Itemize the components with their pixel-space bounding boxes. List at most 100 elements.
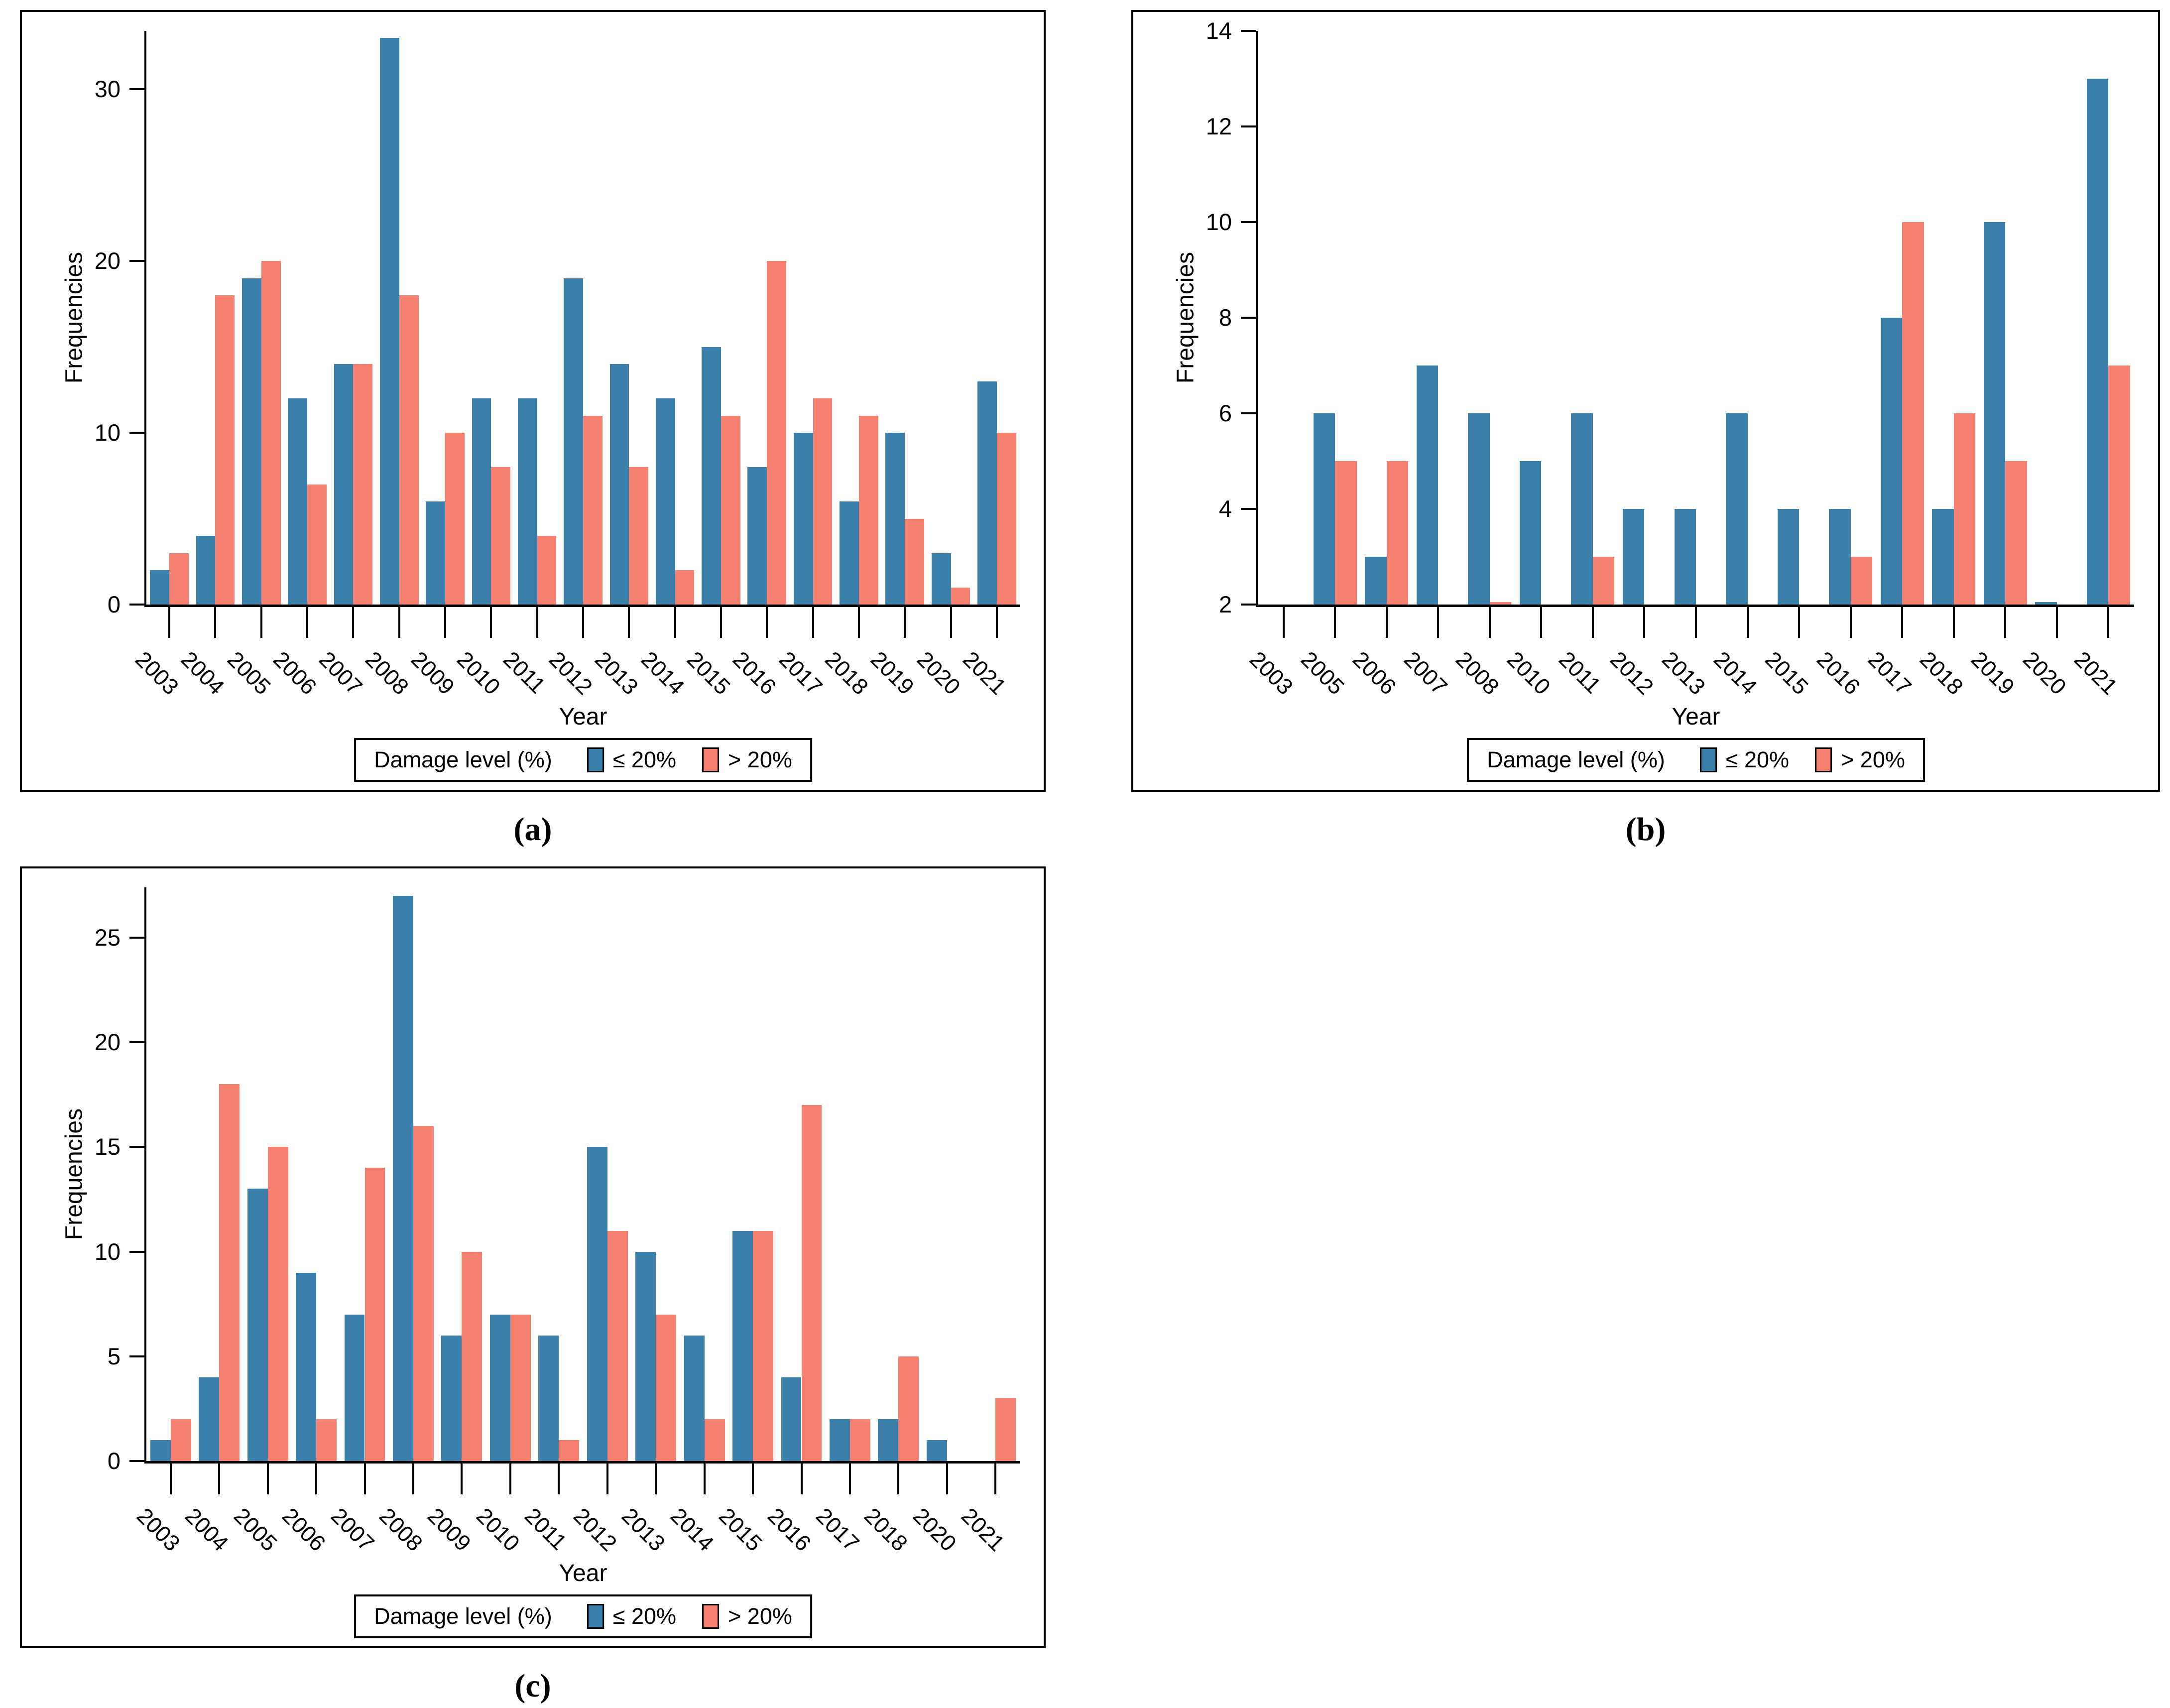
b-ytick-14 bbox=[1241, 30, 1256, 32]
a-ytick-label-10: 10 bbox=[94, 419, 121, 446]
b-bar-gt20-2018 bbox=[1953, 413, 1976, 605]
b-xlabel-2011: 2011 bbox=[1554, 646, 1606, 699]
a-xtick-2009 bbox=[444, 607, 447, 638]
c-bar-gt20-2006 bbox=[316, 1419, 337, 1461]
b-bar-le20-2010 bbox=[1519, 461, 1542, 605]
c-bar-le20-2004 bbox=[199, 1377, 220, 1461]
a-bar-gt20-2003 bbox=[169, 553, 189, 605]
c-ytick-label-10: 10 bbox=[94, 1238, 121, 1265]
c-xtick-2015 bbox=[752, 1464, 754, 1494]
b-bar-le20-2005 bbox=[1313, 413, 1335, 605]
b-bar-le20-2011 bbox=[1571, 413, 1593, 605]
b-xtick-2012 bbox=[1643, 607, 1646, 638]
b-legend-item-gt20: > 20% bbox=[1815, 747, 1905, 773]
b-xlabel-2005: 2005 bbox=[1296, 646, 1350, 700]
c-xlabel-2020: 2020 bbox=[908, 1503, 962, 1556]
c-ytick-label-20: 20 bbox=[94, 1029, 121, 1056]
c-bar-gt20-2008 bbox=[413, 1126, 434, 1461]
c-xlabel-2004: 2004 bbox=[180, 1503, 234, 1556]
a-bar-le20-2007 bbox=[334, 364, 354, 605]
a-bar-le20-2017 bbox=[793, 433, 813, 605]
b-legend-label-le20: ≤ 20% bbox=[1725, 747, 1790, 772]
b-xtick-2016 bbox=[1849, 607, 1852, 638]
b-xtick-2005 bbox=[1334, 607, 1336, 638]
a-xtick-2016 bbox=[766, 607, 768, 638]
c-ytick-label-25: 25 bbox=[94, 924, 121, 951]
b-xtick-2011 bbox=[1591, 607, 1594, 638]
c-ytick-20 bbox=[129, 1041, 144, 1044]
b-ytick-4 bbox=[1241, 508, 1256, 510]
c-xtick-2003 bbox=[169, 1464, 172, 1494]
c-xtick-2017 bbox=[848, 1464, 851, 1494]
a-bar-gt20-2013 bbox=[629, 467, 649, 605]
c-xlabel-title: Year bbox=[559, 1560, 607, 1586]
a-legend-title: Damage level (%) bbox=[374, 747, 552, 772]
a-bar-le20-2019 bbox=[885, 433, 905, 605]
a-xlabel-2014: 2014 bbox=[636, 646, 690, 700]
caption-b-text: (b) bbox=[1625, 811, 1666, 848]
c-bar-gt20-2007 bbox=[364, 1168, 385, 1461]
b-xtick-2019 bbox=[2004, 607, 2007, 638]
a-bar-gt20-2014 bbox=[675, 570, 695, 605]
c-ytick-0 bbox=[129, 1460, 144, 1462]
b-xtick-2018 bbox=[1952, 607, 1955, 638]
c-bar-le20-2017 bbox=[830, 1419, 850, 1461]
c-bar-le20-2013 bbox=[635, 1251, 656, 1461]
a-xtick-2018 bbox=[857, 607, 860, 638]
b-y-axis bbox=[1256, 31, 1258, 605]
a-xlabel-2018: 2018 bbox=[820, 646, 873, 700]
c-ytick-label-5: 5 bbox=[107, 1342, 121, 1369]
b-xlabel-2017: 2017 bbox=[1863, 646, 1917, 700]
b-bar-le20-2021 bbox=[2086, 79, 2109, 605]
a-xtick-2020 bbox=[950, 607, 952, 638]
a-xlabel-2005: 2005 bbox=[222, 646, 276, 700]
caption-c: (c) bbox=[20, 1667, 1046, 1705]
a-bar-le20-2009 bbox=[426, 501, 446, 605]
b-xtick-2010 bbox=[1540, 607, 1543, 638]
b-bar-gt20-2011 bbox=[1592, 557, 1615, 605]
a-bar-le20-2005 bbox=[242, 278, 261, 605]
a-xlabel-2010: 2010 bbox=[452, 646, 506, 700]
b-bar-le20-2016 bbox=[1829, 509, 1851, 605]
c-ytick-10 bbox=[129, 1250, 144, 1253]
b-ytick-label-2: 2 bbox=[1218, 591, 1232, 617]
b-xlabel-2020: 2020 bbox=[2018, 646, 2071, 700]
b-bar-gt20-2008 bbox=[1489, 602, 1512, 605]
a-bar-gt20-2008 bbox=[399, 295, 419, 605]
c-bar-gt20-2016 bbox=[801, 1105, 822, 1461]
c-xlabel-2005: 2005 bbox=[229, 1503, 282, 1556]
a-legend-label-gt20: > 20% bbox=[728, 747, 792, 772]
c-xlabel-2012: 2012 bbox=[568, 1503, 622, 1556]
b-xlabel-title: Year bbox=[1672, 704, 1720, 730]
b-x-axis bbox=[1256, 605, 2134, 607]
b-bar-le20-2020 bbox=[2035, 602, 2057, 605]
b-xlabel-2018: 2018 bbox=[1915, 646, 1968, 700]
a-bar-gt20-2021 bbox=[996, 433, 1016, 605]
b-xlabel-2014: 2014 bbox=[1708, 646, 1762, 700]
a-xtick-2019 bbox=[904, 607, 906, 638]
c-xlabel-2018: 2018 bbox=[859, 1503, 913, 1556]
a-bar-gt20-2009 bbox=[445, 433, 465, 605]
a-legend-box: Damage level (%) ≤ 20% > 20% bbox=[354, 738, 812, 782]
c-legend-swatch-gt20 bbox=[702, 1604, 720, 1629]
b-bar-gt20-2021 bbox=[2108, 366, 2130, 605]
b-bar-le20-2012 bbox=[1622, 509, 1645, 605]
a-legend-swatch-gt20 bbox=[702, 747, 720, 772]
c-ytick-15 bbox=[129, 1146, 144, 1148]
a-legend-item-le20: ≤ 20% bbox=[587, 747, 676, 773]
b-ytick-12 bbox=[1241, 125, 1256, 127]
c-xtick-2013 bbox=[655, 1464, 657, 1494]
c-xlabel-2011: 2011 bbox=[520, 1503, 572, 1555]
c-bar-le20-2005 bbox=[247, 1189, 268, 1461]
c-bar-gt20-2021 bbox=[995, 1398, 1016, 1461]
c-bar-le20-2018 bbox=[878, 1419, 899, 1461]
c-xlabel-2016: 2016 bbox=[762, 1503, 816, 1556]
c-bar-gt20-2010 bbox=[510, 1314, 531, 1461]
c-bar-gt20-2014 bbox=[704, 1419, 725, 1461]
b-bar-gt20-2005 bbox=[1335, 461, 1357, 605]
b-xlabel-2021: 2021 bbox=[2069, 646, 2123, 700]
c-xlabel-2017: 2017 bbox=[811, 1503, 864, 1556]
b-xtick-2020 bbox=[2055, 607, 2058, 638]
a-bar-le20-2013 bbox=[609, 364, 629, 605]
